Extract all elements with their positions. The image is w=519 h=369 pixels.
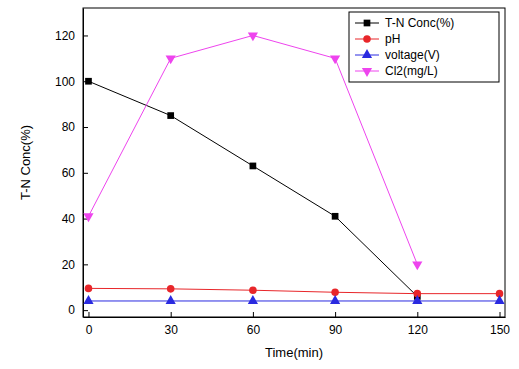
marker bbox=[250, 163, 257, 170]
marker bbox=[167, 112, 174, 119]
tick-mark bbox=[83, 310, 88, 311]
legend-marker bbox=[364, 20, 371, 27]
axis-line bbox=[83, 9, 84, 318]
chart-container: 0 30 60 90 120 150 0 20 40 60 80 100 120 T-N Conc(%) p… bbox=[0, 0, 519, 369]
legend-label: T-N Conc(%) bbox=[385, 16, 454, 30]
marker bbox=[494, 295, 504, 304]
plot: 0 30 60 90 120 150 0 20 40 60 80 100 120 T-N Conc(%) p… bbox=[55, 8, 510, 337]
tick: 0 bbox=[68, 303, 88, 317]
tick-mark bbox=[83, 264, 88, 265]
marker bbox=[412, 295, 422, 304]
tick: 100 bbox=[55, 75, 88, 89]
legend: T-N Conc(%) pH voltage(V) Cl2(mg/L) bbox=[349, 12, 499, 82]
tick-mark bbox=[88, 312, 89, 317]
tick: 60 bbox=[247, 312, 261, 337]
tick-mark bbox=[83, 35, 88, 36]
marker bbox=[331, 288, 339, 296]
axis-line bbox=[84, 317, 506, 318]
marker bbox=[166, 295, 176, 304]
tick-label: 60 bbox=[247, 323, 261, 337]
x-axis-title: Time(min) bbox=[265, 345, 323, 360]
tick: 80 bbox=[62, 120, 88, 134]
tick-label: 0 bbox=[86, 323, 93, 337]
y-axis: 0 20 40 60 80 100 120 bbox=[55, 9, 88, 318]
series-line bbox=[88, 288, 499, 293]
legend-label: pH bbox=[385, 32, 400, 46]
tick-label: 80 bbox=[62, 120, 76, 134]
marker bbox=[248, 295, 258, 304]
tick: 30 bbox=[165, 312, 179, 337]
marker bbox=[166, 55, 176, 64]
tick-label: 90 bbox=[329, 323, 343, 337]
tick-mark bbox=[500, 312, 501, 317]
tick-mark bbox=[253, 312, 254, 317]
tick-mark bbox=[417, 312, 418, 317]
marker bbox=[332, 213, 339, 220]
tick: 20 bbox=[62, 258, 88, 272]
marker bbox=[248, 33, 258, 42]
legend-item: Cl2(mg/L) bbox=[355, 64, 438, 78]
tick: 120 bbox=[408, 312, 428, 337]
tick: 150 bbox=[490, 312, 510, 337]
marker bbox=[330, 295, 340, 304]
tick-label: 0 bbox=[68, 303, 75, 317]
tick-label: 120 bbox=[55, 29, 75, 43]
tick-label: 100 bbox=[55, 75, 75, 89]
tick-mark bbox=[335, 312, 336, 317]
tick: 90 bbox=[329, 312, 343, 337]
legend-marker bbox=[362, 68, 372, 77]
legend-item: pH bbox=[355, 32, 400, 46]
legend-marker bbox=[362, 49, 372, 58]
legend-item: T-N Conc(%) bbox=[355, 16, 454, 30]
tick: 120 bbox=[55, 29, 88, 43]
legend-label: voltage(V) bbox=[385, 48, 440, 62]
tick-label: 150 bbox=[490, 323, 510, 337]
plot-frame bbox=[83, 8, 505, 317]
marker bbox=[167, 285, 175, 293]
tick-label: 40 bbox=[62, 212, 76, 226]
chart-svg: 0 30 60 90 120 150 0 20 40 60 80 100 120 T-N Conc(%) p… bbox=[0, 0, 519, 369]
marker bbox=[249, 286, 257, 294]
legend-label: Cl2(mg/L) bbox=[385, 64, 438, 78]
marker bbox=[330, 55, 340, 64]
marker bbox=[85, 78, 92, 85]
series-line bbox=[88, 300, 499, 301]
marker bbox=[412, 261, 422, 270]
legend-marker bbox=[363, 35, 371, 43]
series-line bbox=[88, 81, 417, 296]
legend-item: voltage(V) bbox=[355, 48, 440, 62]
tick-label: 120 bbox=[408, 323, 428, 337]
marker bbox=[85, 285, 93, 293]
tick-mark bbox=[83, 173, 88, 174]
tick-mark bbox=[83, 127, 88, 128]
marker bbox=[83, 213, 93, 222]
tick-label: 20 bbox=[62, 258, 76, 272]
marker bbox=[83, 295, 93, 304]
tick: 0 bbox=[86, 312, 93, 337]
tick-mark bbox=[171, 312, 172, 317]
tick-label: 30 bbox=[165, 323, 179, 337]
legend-box bbox=[349, 12, 499, 82]
tick-label: 60 bbox=[62, 166, 76, 180]
x-axis: 0 30 60 90 120 150 bbox=[84, 312, 511, 337]
y-axis-title: T-N Conc(%) bbox=[18, 125, 33, 200]
tick: 60 bbox=[62, 166, 88, 180]
series-line bbox=[88, 35, 417, 264]
